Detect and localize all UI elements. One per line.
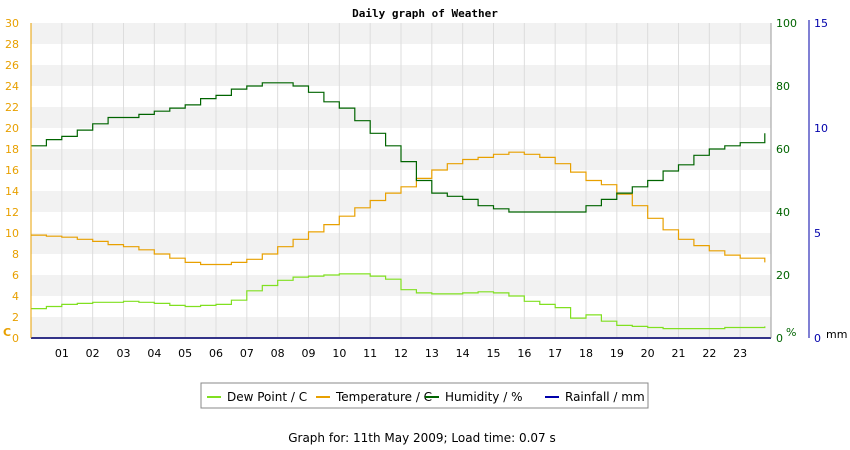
series-line-2 [31,82,766,213]
left-tick-label: 0 [12,332,19,345]
humidity-axis-unit: % [786,326,796,339]
x-tick-label: 21 [672,347,686,360]
humidity-tick-label: 40 [776,206,790,219]
left-tick-label: 12 [5,206,19,219]
x-tick-label: 10 [332,347,346,360]
legend-label: Temperature / C [335,390,432,404]
chart-title: Daily graph of Weather [352,7,498,20]
rainfall-tick-label: 10 [814,122,828,135]
x-tick-label: 18 [579,347,593,360]
series-line-0 [31,273,766,330]
legend-label: Humidity / % [445,390,522,404]
left-axis-unit: C [3,326,11,339]
x-tick-label: 02 [86,347,100,360]
rainfall-axis-unit: mm [826,328,847,341]
tick-labels: 0246810121416182022242628300204060801000… [5,17,828,360]
x-tick-label: 07 [240,347,254,360]
left-tick-label: 26 [5,59,19,72]
x-tick-label: 16 [517,347,531,360]
rainfall-tick-label: 15 [814,17,828,30]
legend: Dew Point / C Temperature / C Humidity / %… [200,382,649,409]
series-line-1 [31,151,766,266]
x-tick-label: 01 [55,347,69,360]
left-tick-label: 8 [12,248,19,261]
humidity-tick-label: 20 [776,269,790,282]
x-tick-label: 04 [147,347,161,360]
x-tick-label: 19 [610,347,624,360]
legend-box [200,382,649,409]
x-tick-label: 23 [733,347,747,360]
x-tick-label: 20 [641,347,655,360]
humidity-tick-label: 60 [776,143,790,156]
vertical-gridlines [61,23,741,338]
x-tick-label: 11 [363,347,377,360]
humidity-tick-label: 100 [776,17,797,30]
x-tick-label: 03 [117,347,131,360]
left-tick-label: 18 [5,143,19,156]
axes [30,20,810,339]
humidity-tick-label: 80 [776,80,790,93]
left-tick-label: 30 [5,17,19,30]
x-tick-label: 08 [271,347,285,360]
x-tick-label: 05 [178,347,192,360]
left-tick-label: 14 [5,185,19,198]
left-tick-label: 6 [12,269,19,282]
axis-units: C% mm [3,326,847,341]
x-tick-label: 12 [394,347,408,360]
left-tick-label: 24 [5,80,19,93]
left-tick-label: 20 [5,122,19,135]
x-tick-label: 09 [302,347,316,360]
legend-label: Rainfall / mm [565,390,645,404]
rainfall-tick-label: 0 [814,332,821,345]
x-tick-label: 17 [548,347,562,360]
legend-label: Dew Point / C [227,390,307,404]
left-tick-label: 28 [5,38,19,51]
left-tick-label: 2 [12,311,19,324]
x-tick-label: 22 [702,347,716,360]
footer-text: Graph for: 11th May 2009; Load time: 0.0… [288,431,556,445]
rainfall-tick-label: 5 [814,227,821,240]
x-tick-label: 13 [425,347,439,360]
x-tick-label: 06 [209,347,223,360]
x-tick-label: 14 [456,347,470,360]
left-tick-label: 4 [12,290,19,303]
left-tick-label: 10 [5,227,19,240]
humidity-tick-label: 0 [776,332,783,345]
x-tick-label: 15 [487,347,501,360]
left-tick-label: 22 [5,101,19,114]
left-tick-label: 16 [5,164,19,177]
